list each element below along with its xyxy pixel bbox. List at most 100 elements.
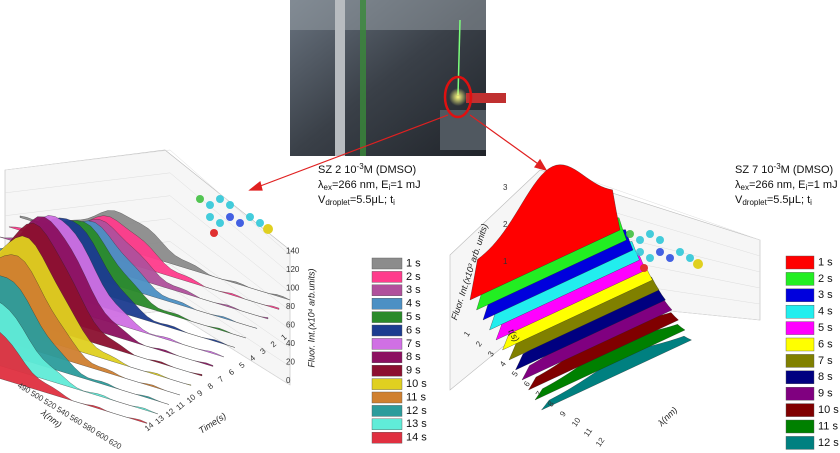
condition-text: =1 mJ	[807, 179, 837, 191]
condition-line: SZ 7 10-3M (DMSO)	[735, 162, 833, 176]
condition-text: -3	[357, 162, 365, 171]
condition-text: droplet	[742, 198, 767, 207]
wall-grid	[4, 172, 171, 194]
time-tick-label: 10	[185, 392, 198, 405]
legend-label: 9 s	[406, 365, 421, 377]
wall-grid	[169, 195, 291, 293]
atom	[246, 213, 254, 221]
legend-swatch	[785, 255, 815, 270]
wall-grid	[169, 286, 291, 367]
atom	[210, 229, 218, 237]
legend-label: 7 s	[818, 355, 833, 367]
spectrum-slice	[0, 302, 159, 415]
wall-grid	[4, 195, 171, 216]
time-tick-label: 11	[174, 400, 187, 413]
time-tick-label: 2	[474, 339, 484, 348]
atom	[626, 230, 634, 238]
legend-swatch	[371, 432, 403, 444]
atom	[676, 248, 684, 256]
time-tick-label: 1	[462, 329, 472, 338]
time-tick-label: 12	[594, 435, 607, 448]
atom	[196, 195, 204, 203]
condition-text: V	[318, 194, 326, 206]
wavelength-tick-label: 620	[107, 437, 124, 452]
legend-swatch	[785, 337, 815, 352]
condition-text: =1 mJ	[390, 179, 420, 191]
time-tick-label: 4	[498, 359, 508, 368]
spectrum-slice	[0, 235, 192, 386]
atom	[656, 236, 664, 244]
atom	[206, 201, 214, 209]
condition-text: i	[389, 183, 391, 192]
condition-text: -3	[774, 162, 782, 171]
time-tick-label: 11	[582, 426, 594, 438]
legend-label: 8 s	[406, 351, 421, 363]
condition-text: M (DMSO)	[781, 164, 834, 176]
molecule	[626, 230, 703, 272]
legend-swatch	[785, 272, 815, 286]
legend-swatch	[785, 370, 815, 384]
legend-swatch	[371, 298, 403, 310]
legend-label: 14 s	[406, 432, 427, 444]
atom	[636, 248, 644, 256]
atom	[206, 213, 214, 221]
atom	[216, 219, 224, 227]
legend-swatch	[785, 419, 815, 434]
condition-text: i	[810, 198, 812, 207]
condition-text: ex	[741, 183, 749, 192]
legend-label: 1 s	[406, 257, 421, 269]
legend-label: 3 s	[818, 289, 833, 301]
legend-swatch	[785, 305, 815, 319]
legend-swatch	[371, 324, 403, 337]
legend-label: 11 s	[818, 420, 838, 432]
condition-line: λex=266 nm, Ei=1 mJ	[318, 179, 421, 192]
condition-text: i	[806, 183, 808, 192]
legend-label: 12 s	[406, 405, 427, 417]
atom	[263, 224, 273, 234]
time-tick-label: 5	[237, 360, 247, 370]
condition-text: V	[735, 194, 743, 206]
molecule	[196, 195, 273, 237]
z-tick-label: 80	[286, 302, 295, 311]
time-tick-label: 9	[195, 388, 205, 398]
legend-swatch	[785, 436, 815, 450]
condition-line: Vdroplet=5.5μL; ti	[735, 194, 812, 207]
z-tick-label: 100	[286, 284, 300, 293]
spectrum-slice	[0, 222, 203, 377]
time-tick-label: 1	[279, 332, 289, 342]
time-tick-label: 4	[248, 353, 258, 363]
spectrum-slice	[0, 332, 148, 424]
condition-text: ex	[324, 183, 332, 192]
wall-grid	[169, 241, 291, 330]
z-tick-label: 20	[286, 358, 295, 367]
z-tick-label: 0	[286, 376, 291, 385]
atom	[216, 195, 224, 203]
z-tick-label: 140	[286, 247, 300, 256]
legend-label: 6 s	[818, 338, 833, 350]
legend-swatch	[371, 257, 403, 270]
condition-text: =266 nm, E	[332, 179, 389, 191]
time-tick-label: 8	[206, 381, 216, 391]
time-tick-label: 12	[164, 406, 177, 419]
z-tick-label: 1	[503, 257, 508, 266]
legend-swatch	[371, 311, 403, 323]
atom	[686, 254, 694, 262]
condition-text: i	[393, 198, 395, 207]
atom	[226, 213, 234, 221]
z-tick-label: 3	[503, 183, 508, 192]
time-tick-label: 8	[546, 399, 556, 408]
legend-swatch	[371, 351, 403, 363]
legend-swatch	[371, 405, 403, 417]
legend-swatch	[785, 387, 815, 401]
legend-label: 5 s	[406, 311, 421, 323]
time-tick-label: 6	[522, 379, 532, 388]
condition-text: =266 nm, E	[749, 179, 806, 191]
wavelength-axis-label: λ(nm)	[655, 405, 679, 429]
atom	[236, 219, 244, 227]
legend-swatch	[785, 321, 815, 335]
z-tick-label: 2	[503, 220, 508, 229]
atom	[646, 254, 654, 262]
time-tick-label: 7	[216, 374, 226, 384]
